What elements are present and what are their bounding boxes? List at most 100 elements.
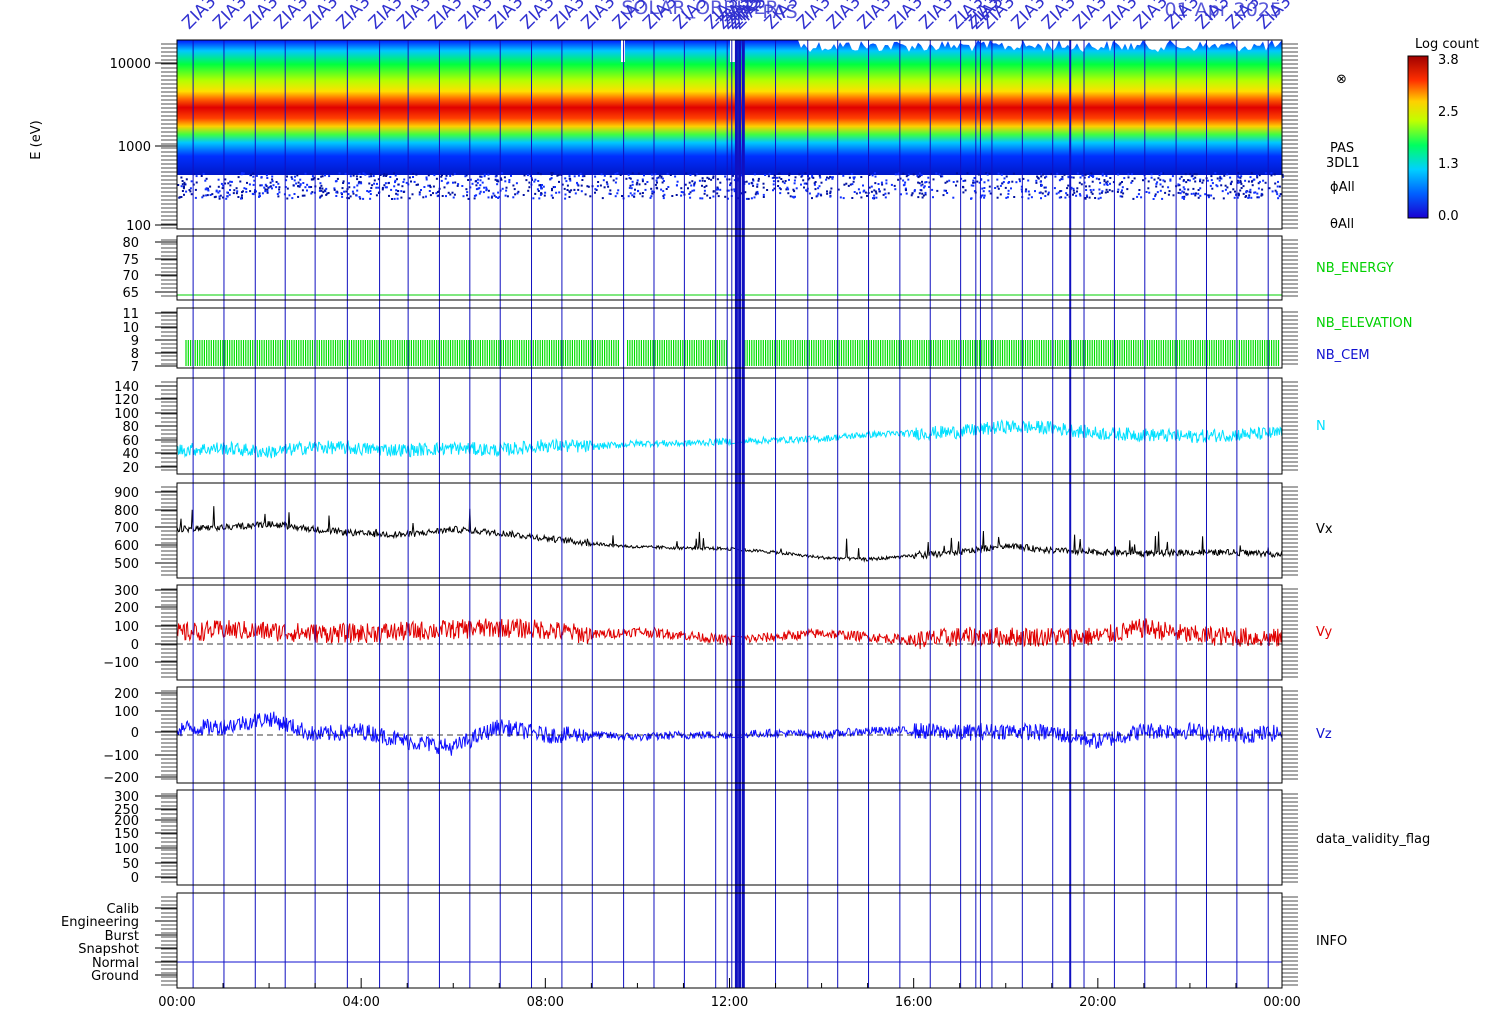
spectrogram-pixel: [748, 182, 751, 185]
spectrogram-pixel: [1227, 192, 1229, 195]
spectrogram-pixel: [348, 182, 350, 185]
spectrogram-pixel: [883, 188, 886, 191]
spectrogram-pixel: [408, 176, 411, 179]
spectrogram-pixel: [464, 175, 467, 178]
y-tick-label: 10000: [110, 57, 151, 72]
panel-ticks-n: [155, 381, 1298, 471]
spectrogram-pixel: [385, 173, 388, 176]
spectrogram-pixel: [756, 185, 759, 188]
spectrogram-pixel: [654, 183, 657, 186]
spectrogram-pixel: [1177, 183, 1180, 186]
spectrogram-pixel: [1219, 177, 1222, 180]
spectrogram-pixel: [558, 191, 561, 194]
spectrogram-pixel: [1237, 176, 1240, 179]
spectrogram-pixel: [966, 172, 969, 175]
y-tick-label: 100: [114, 705, 139, 720]
spectrogram-pixel: [788, 178, 790, 181]
spectrogram-pixel: [568, 196, 571, 198]
spectrogram-pixel: [405, 181, 408, 184]
spectrogram-pixel: [717, 195, 720, 198]
spectrogram-pixel: [479, 184, 482, 187]
spectrogram-pixel: [358, 196, 361, 198]
spectrogram-pixel: [275, 186, 278, 189]
spectrogram-pixel: [260, 184, 263, 187]
spectrogram-pixel: [827, 177, 830, 180]
spectrogram-pixel: [1182, 186, 1185, 189]
spectrogram-pixel: [1248, 194, 1251, 197]
spectrogram-pixel: [479, 190, 482, 193]
spectrogram-pixel: [884, 192, 887, 195]
spectrogram-pixel: [1277, 197, 1280, 200]
spectrogram-pixel: [806, 182, 809, 185]
spectrogram-pixel: [245, 190, 248, 193]
spectrogram-pixel: [362, 197, 365, 200]
spectrogram-pixel: [342, 180, 345, 183]
spectrogram-pixel: [964, 189, 967, 192]
spectrogram-pixel: [293, 193, 296, 195]
spectrogram-pixel: [1207, 196, 1210, 199]
spectrogram-pixel: [641, 195, 644, 198]
spectrogram-pixel: [1274, 189, 1277, 192]
spectrogram-pixel: [469, 178, 472, 181]
spectrogram-pixel: [606, 183, 609, 186]
spectrogram-pixel: [1187, 188, 1190, 191]
spectrogram-pixel: [596, 185, 599, 188]
spectrogram-pixel: [733, 190, 736, 193]
spectrogram-pixel: [631, 180, 634, 183]
spectrogram-pixel: [625, 177, 628, 180]
spectrogram-pixel: [278, 186, 281, 189]
spectrogram-pixel: [706, 176, 709, 179]
spectrogram-pixel: [453, 193, 456, 196]
spectrogram-pixel: [1160, 172, 1163, 175]
spectrogram-pixel: [341, 195, 344, 198]
panel-frame-vx: [176, 482, 1283, 579]
spectrogram-pixel: [467, 179, 470, 181]
spectrogram-pixel: [465, 188, 468, 191]
spectrogram-pixel: [637, 172, 640, 175]
spectrogram-pixel: [830, 176, 833, 179]
spectrogram-pixel: [1172, 194, 1175, 197]
spectrogram-pixel: [284, 186, 287, 188]
spectrogram-pixel: [829, 195, 832, 198]
spectrogram-pixel: [1072, 193, 1074, 196]
spectrogram-pixel: [499, 177, 502, 180]
x-tick-label: 04:00: [342, 995, 379, 1010]
spectrogram-pixel: [271, 187, 273, 190]
spectrogram-pixel: [1229, 176, 1232, 179]
spectrogram-pixel: [181, 190, 184, 192]
spectrogram-pixel: [304, 172, 307, 175]
spectrogram-pixel: [878, 188, 880, 191]
spectrogram-pixel: [1229, 183, 1232, 186]
spectrogram-pixel: [855, 192, 858, 195]
spectrogram-pixel: [1215, 184, 1218, 187]
phi-label: ϕAll: [1330, 180, 1355, 195]
spectrogram-pixel: [1119, 182, 1122, 185]
spectrogram-pixel: [1191, 174, 1194, 177]
spectrogram-pixel: [570, 189, 573, 192]
spectrogram-pixel: [776, 176, 778, 179]
spectrogram-pixel: [1194, 176, 1197, 179]
spectrogram-pixel: [1035, 179, 1038, 182]
spectrogram-pixel: [241, 194, 243, 197]
spectrogram-pixel: [921, 180, 923, 183]
spectrogram-pixel: [471, 182, 474, 185]
spectrogram-pixel: [597, 181, 600, 183]
spectrogram-pixel: [1171, 175, 1174, 178]
spectrogram-pixel: [211, 193, 214, 196]
panel-frame-vy: [176, 584, 1283, 681]
spectrogram-pixel: [1108, 189, 1111, 192]
spectrogram-pixel: [621, 195, 623, 197]
spectrogram-pixel: [893, 184, 896, 187]
spectrogram-pixel: [1025, 188, 1028, 191]
spectrogram-pixel: [1194, 194, 1197, 197]
spectrogram-pixel: [988, 172, 991, 175]
spectrogram-pixel: [614, 181, 617, 184]
spectrogram-pixel: [752, 184, 755, 187]
spectrogram-pixel: [1060, 196, 1063, 199]
spectrogram-pixel: [427, 184, 430, 187]
spectrogram-pixel: [794, 176, 797, 179]
y-tick-label: 0: [131, 871, 139, 886]
spectrogram-pixel: [716, 186, 719, 189]
spectrogram-pixel: [1103, 180, 1106, 183]
spectrogram-pixel: [814, 188, 817, 191]
